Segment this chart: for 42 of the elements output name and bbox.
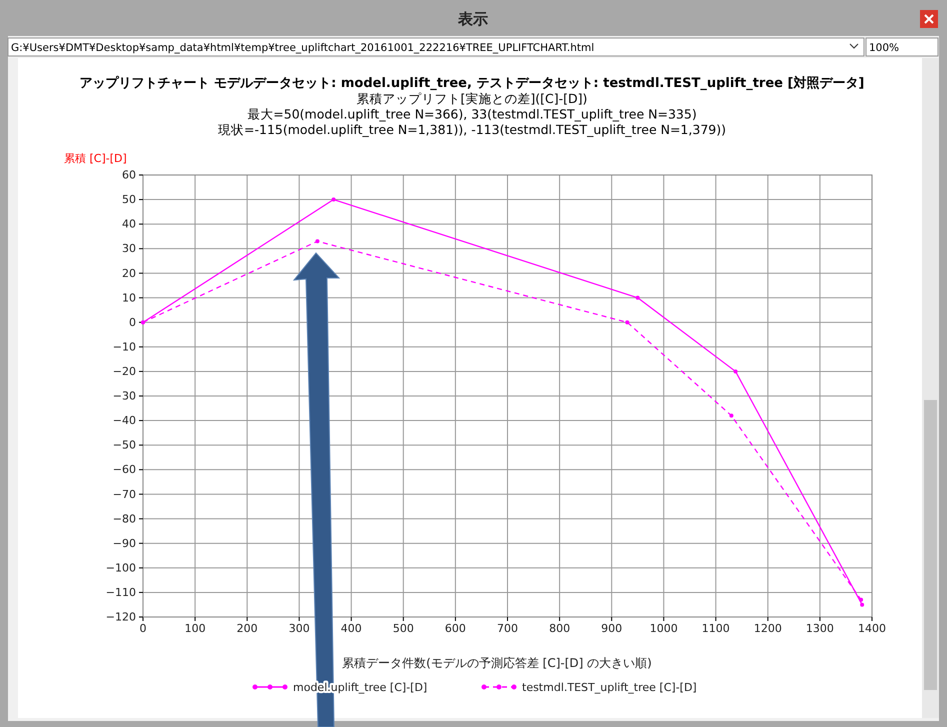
y-tick-label: −100 bbox=[106, 561, 136, 574]
y-tick-label: −80 bbox=[112, 512, 136, 526]
x-tick-label: 1200 bbox=[754, 622, 782, 635]
text: 表示 bbox=[457, 10, 488, 28]
x-tick-label: 1100 bbox=[702, 622, 730, 635]
y-tick-label: 20 bbox=[122, 266, 136, 280]
x-tick-label: 800 bbox=[549, 622, 570, 635]
y-tick-label: 10 bbox=[122, 291, 136, 304]
y-tick-label: 30 bbox=[122, 242, 136, 256]
y-axis-title: 累積 [C]-[D] bbox=[64, 152, 127, 165]
y-tick-label: −40 bbox=[112, 414, 136, 428]
x-tick-label: 0 bbox=[140, 622, 146, 635]
y-tick-label: 0 bbox=[129, 316, 136, 329]
text: G:¥Users¥DMT¥Desktop¥samp_data¥html¥temp¥tree_upliftchart_20161001_222216¥TREE_UPLIFTCHART.html bbox=[11, 42, 594, 54]
x-tick-label: 1300 bbox=[806, 622, 834, 635]
y-tick-label: −20 bbox=[112, 364, 136, 378]
y-tick-label: −10 bbox=[112, 340, 136, 354]
y-tick-label: −30 bbox=[112, 390, 136, 403]
y-tick-label: −120 bbox=[106, 610, 136, 624]
x-tick-label: 700 bbox=[497, 622, 518, 635]
y-tick-label: −70 bbox=[112, 488, 136, 501]
chart-title: アップリフトチャート モデルデータセット: model.uplift_tree, テストデータセット: testmdl.TEST_uplift_tree [対照データ] bbox=[80, 75, 864, 91]
y-tick-label: −60 bbox=[112, 463, 136, 476]
text: 100% bbox=[869, 42, 900, 54]
y-tick-label: −90 bbox=[112, 536, 136, 550]
y-tick-label: 60 bbox=[122, 168, 136, 182]
chart-subtitle: 累積アップリフト[実施との差]([C]-[D]) 最大=50(model.uplift_tree N=366), 33(testmdl.TEST_uplift_tree N=335) 現状=-115(model.uplift_tree N=1,381)), -113(testmdl.TEST_uplift_tree N=1,379)) bbox=[218, 91, 726, 137]
x-tick-label: 500 bbox=[392, 622, 414, 635]
x-tick-label: 200 bbox=[236, 622, 258, 635]
y-tick-label: 40 bbox=[122, 218, 136, 231]
x-tick-label: 1400 bbox=[858, 622, 886, 635]
legend-label: testmdl.TEST_uplift_tree [C]-[D] bbox=[522, 681, 697, 694]
x-tick-label: 100 bbox=[184, 622, 206, 635]
x-tick-label: 600 bbox=[444, 622, 466, 635]
x-axis-title: 累積データ件数(モデルの予測応答差 [C]-[D] の大きい順) bbox=[342, 656, 652, 670]
y-tick-label: −110 bbox=[106, 586, 136, 599]
x-tick-label: 900 bbox=[601, 622, 622, 635]
x-tick-label: 400 bbox=[340, 622, 362, 635]
x-tick-label: 1000 bbox=[650, 622, 678, 635]
y-tick-label: 50 bbox=[122, 193, 136, 206]
y-tick-label: −50 bbox=[112, 438, 136, 452]
x-tick-label: 300 bbox=[288, 622, 310, 635]
